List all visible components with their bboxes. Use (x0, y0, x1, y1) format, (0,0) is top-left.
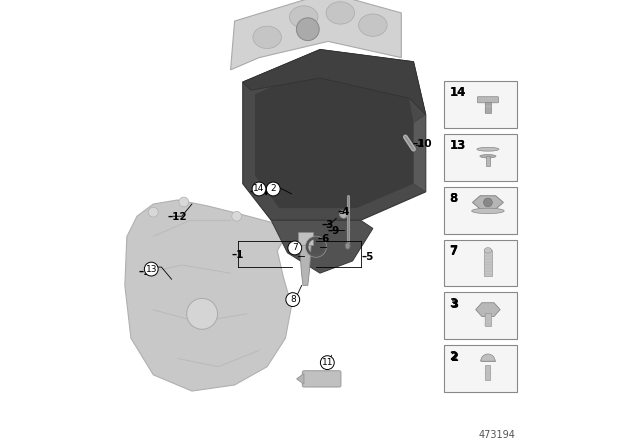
Bar (444, 81, 517, 128)
Circle shape (179, 197, 189, 207)
Text: 14: 14 (253, 185, 265, 194)
Circle shape (296, 18, 319, 41)
Text: –9: –9 (328, 226, 340, 236)
Text: 2: 2 (271, 185, 276, 194)
Text: –12: –12 (167, 212, 187, 222)
Polygon shape (243, 50, 426, 220)
Ellipse shape (345, 243, 350, 249)
Text: –4: –4 (337, 207, 349, 217)
Bar (444, 240, 517, 286)
Text: 3: 3 (449, 297, 458, 310)
Text: 7: 7 (449, 245, 458, 258)
Text: –10: –10 (413, 139, 433, 149)
Circle shape (145, 262, 158, 276)
Circle shape (252, 182, 266, 196)
Ellipse shape (253, 26, 282, 48)
Circle shape (321, 356, 334, 370)
Bar (444, 345, 517, 392)
Polygon shape (125, 200, 292, 391)
Text: 14: 14 (450, 86, 466, 99)
Text: –2: –2 (266, 184, 278, 194)
FancyBboxPatch shape (302, 371, 341, 387)
Text: –6: –6 (317, 234, 330, 244)
Circle shape (286, 293, 300, 306)
Bar (485, 366, 490, 379)
Bar (444, 187, 517, 233)
Text: 8: 8 (449, 192, 458, 205)
Text: –1: –1 (232, 250, 244, 260)
Circle shape (187, 298, 218, 329)
Circle shape (339, 210, 348, 218)
Bar (485, 102, 491, 113)
Text: –13: –13 (139, 267, 158, 277)
Polygon shape (413, 115, 426, 192)
Circle shape (288, 241, 301, 255)
Text: 13: 13 (145, 265, 157, 274)
Text: 2: 2 (449, 350, 458, 363)
Circle shape (484, 198, 492, 207)
Ellipse shape (289, 6, 318, 28)
Polygon shape (476, 303, 500, 316)
Polygon shape (472, 196, 504, 209)
Text: –14: –14 (249, 187, 269, 197)
Text: 8: 8 (290, 295, 296, 304)
Text: –5: –5 (361, 252, 374, 262)
Ellipse shape (326, 2, 355, 24)
Circle shape (266, 182, 280, 196)
Circle shape (232, 211, 241, 221)
Bar (484, 313, 492, 326)
Text: –3: –3 (322, 220, 334, 230)
Circle shape (148, 207, 158, 217)
Ellipse shape (480, 155, 496, 158)
Polygon shape (300, 237, 311, 285)
Polygon shape (298, 233, 313, 245)
Text: 14: 14 (449, 86, 466, 99)
Text: 11: 11 (321, 358, 333, 367)
Bar (484, 250, 492, 276)
Text: 7: 7 (292, 243, 298, 253)
Ellipse shape (477, 147, 499, 151)
Text: 3: 3 (450, 298, 458, 311)
Text: 7: 7 (450, 245, 458, 258)
Text: 13: 13 (449, 139, 465, 152)
Polygon shape (243, 50, 426, 115)
Bar (486, 155, 490, 166)
Text: 13: 13 (450, 139, 466, 152)
Ellipse shape (484, 248, 492, 253)
Bar (444, 293, 517, 339)
Wedge shape (481, 354, 495, 361)
Polygon shape (230, 0, 401, 70)
Text: 8: 8 (450, 192, 458, 205)
Ellipse shape (472, 208, 504, 214)
Text: 2: 2 (450, 351, 458, 364)
Polygon shape (296, 374, 304, 384)
FancyBboxPatch shape (477, 97, 499, 103)
Polygon shape (271, 220, 373, 273)
Text: 473194: 473194 (478, 430, 515, 440)
Polygon shape (255, 66, 413, 208)
Ellipse shape (358, 14, 387, 36)
Bar (444, 134, 517, 181)
